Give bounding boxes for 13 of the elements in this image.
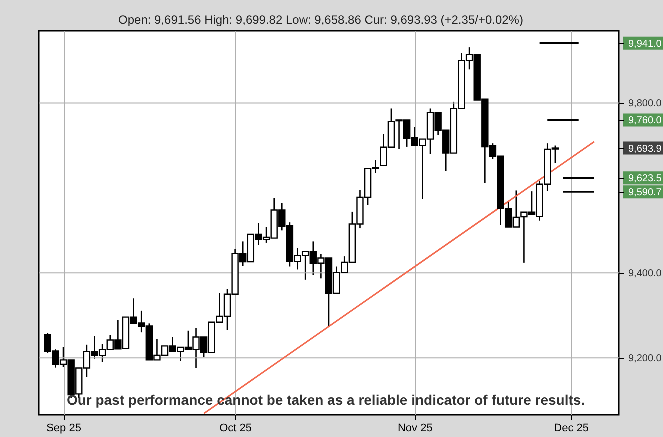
y-tick-label: 9,623.5 [628,174,662,185]
y-tick-label: 9,590.7 [628,188,662,199]
y-tick-label: 9,941.0 [628,38,662,50]
y-tick-label: 9,400.0 [628,268,662,280]
x-tick-label: Sep 25 [46,422,82,434]
y-tick-label: 9,200.0 [628,354,662,365]
x-tick-label: Oct 25 [220,422,252,434]
y-tick-label: 9,760.0 [628,116,662,127]
chart-subtitle: Open: 9,691.56 High: 9,699.82 Low: 9,658.86 Cur: 9,693.93 (+2.35/+0.02%) [118,13,524,27]
y-tick-label: 9,693.9 [628,144,662,155]
y-tick-label: 9,800.0 [628,98,662,110]
x-tick-label: Dec 25 [554,422,589,434]
x-tick-label: Nov 25 [398,422,433,434]
